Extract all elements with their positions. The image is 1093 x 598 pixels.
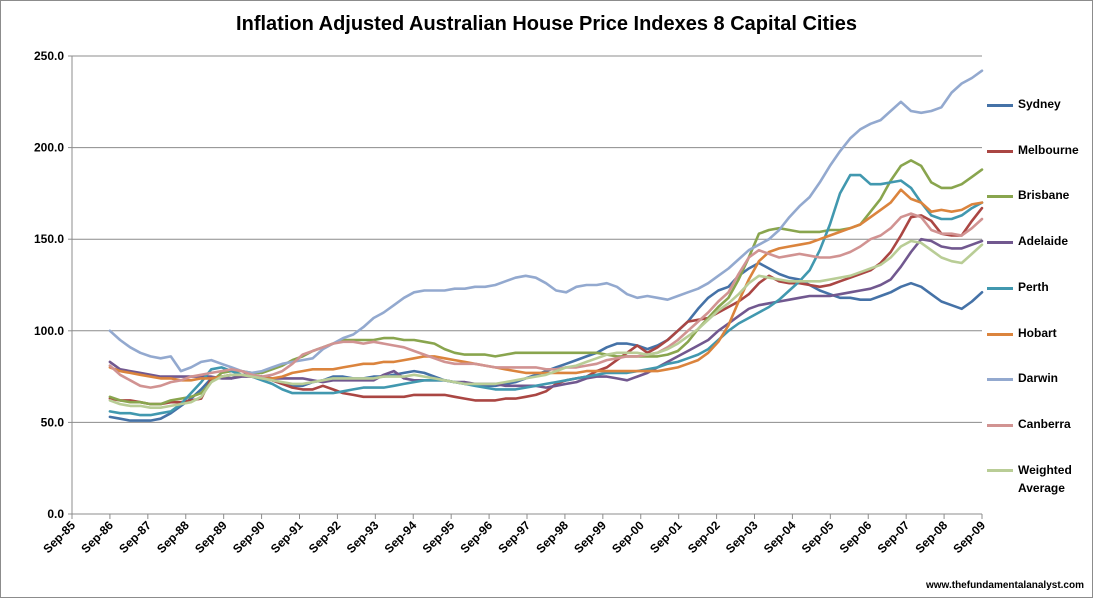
legend-swatch-weighted-average bbox=[987, 468, 1013, 472]
x-tick-label: Sep-99 bbox=[571, 518, 609, 556]
y-tick-label: 100.0 bbox=[34, 324, 64, 338]
x-tick-label: Sep-03 bbox=[723, 518, 761, 556]
legend-item-brisbane: Brisbane bbox=[985, 186, 1090, 226]
legend-item-melbourne: Melbourne bbox=[985, 141, 1090, 181]
x-tick-label: Sep-91 bbox=[268, 518, 306, 556]
series-line-canberra bbox=[108, 212, 984, 389]
x-tick-label: Sep-97 bbox=[495, 518, 533, 556]
x-tick-label: Sep-89 bbox=[192, 518, 230, 556]
legend-label-perth: Perth bbox=[1018, 279, 1049, 294]
x-tick-label: Sep-01 bbox=[647, 518, 685, 556]
source-note: www.thefundamentalanalyst.com bbox=[926, 580, 1084, 591]
x-tick-label: Sep-06 bbox=[837, 518, 875, 556]
x-tick-label: Sep-87 bbox=[116, 518, 154, 556]
y-tick-label: 0.0 bbox=[47, 507, 64, 521]
x-tick-label: Sep-00 bbox=[609, 518, 647, 556]
legend-swatch-sydney bbox=[987, 104, 1013, 107]
legend-item-darwin: Darwin bbox=[985, 369, 1090, 409]
x-tick-label: Sep-94 bbox=[382, 518, 420, 556]
legend-label-weighted-average: Weighted Average bbox=[1018, 462, 1072, 495]
y-tick-label: 50.0 bbox=[41, 415, 65, 429]
x-tick-label: Sep-96 bbox=[457, 518, 495, 556]
legend-swatch-perth bbox=[987, 286, 1013, 290]
legend-item-perth: Perth bbox=[985, 278, 1090, 318]
legend-item-hobart: Hobart bbox=[985, 324, 1090, 364]
x-tick-label: Sep-05 bbox=[799, 518, 837, 556]
y-tick-label: 150.0 bbox=[34, 232, 64, 246]
y-tick-label: 200.0 bbox=[34, 141, 64, 155]
series-line-perth bbox=[108, 173, 984, 417]
legend-swatch-adelaide bbox=[987, 241, 1013, 245]
x-tick-label: Sep-86 bbox=[78, 518, 116, 556]
x-tick-label: Sep-09 bbox=[950, 518, 988, 556]
series-line-darwin bbox=[108, 69, 984, 375]
series-line-adelaide bbox=[108, 237, 984, 389]
x-tick-label: Sep-93 bbox=[344, 518, 382, 556]
chart-title: Inflation Adjusted Australian House Pric… bbox=[236, 13, 857, 35]
legend-label-hobart: Hobart bbox=[1018, 325, 1057, 340]
legend-label-darwin: Darwin bbox=[1018, 371, 1059, 386]
legend-label-brisbane: Brisbane bbox=[1018, 188, 1070, 203]
x-tick-label: Sep-08 bbox=[912, 518, 950, 556]
x-tick-label: Sep-88 bbox=[154, 518, 192, 556]
y-tick-label: 250.0 bbox=[34, 49, 64, 63]
series-line-sydney bbox=[108, 261, 984, 422]
x-tick-label: Sep-85 bbox=[40, 518, 78, 556]
x-tick-label: Sep-95 bbox=[420, 518, 458, 556]
x-tick-label: Sep-07 bbox=[875, 518, 913, 556]
legend-label-adelaide: Adelaide bbox=[1018, 234, 1069, 249]
x-tick-label: Sep-04 bbox=[761, 518, 799, 556]
series-line-weighted-average bbox=[108, 239, 984, 410]
legend-label-sydney: Sydney bbox=[1018, 97, 1061, 111]
legend-swatch-hobart bbox=[987, 332, 1013, 336]
legend-item-adelaide: Adelaide bbox=[985, 232, 1090, 272]
legend-item-sydney: Sydney bbox=[985, 95, 1090, 135]
x-tick-label: Sep-02 bbox=[685, 518, 723, 556]
legend-swatch-darwin bbox=[987, 378, 1013, 382]
legend-label-canberra: Canberra bbox=[1018, 416, 1071, 431]
x-tick-label: Sep-98 bbox=[533, 518, 571, 556]
legend-label-melbourne: Melbourne bbox=[1018, 142, 1079, 157]
x-tick-label: Sep-90 bbox=[230, 518, 268, 556]
x-tick-label: Sep-92 bbox=[306, 518, 344, 556]
legend-swatch-canberra bbox=[987, 423, 1013, 427]
legend-swatch-melbourne bbox=[987, 149, 1013, 153]
legend-item-weighted-average: Weighted Average bbox=[985, 461, 1090, 501]
legend-swatch-brisbane bbox=[987, 195, 1013, 199]
legend-item-canberra: Canberra bbox=[985, 415, 1090, 455]
